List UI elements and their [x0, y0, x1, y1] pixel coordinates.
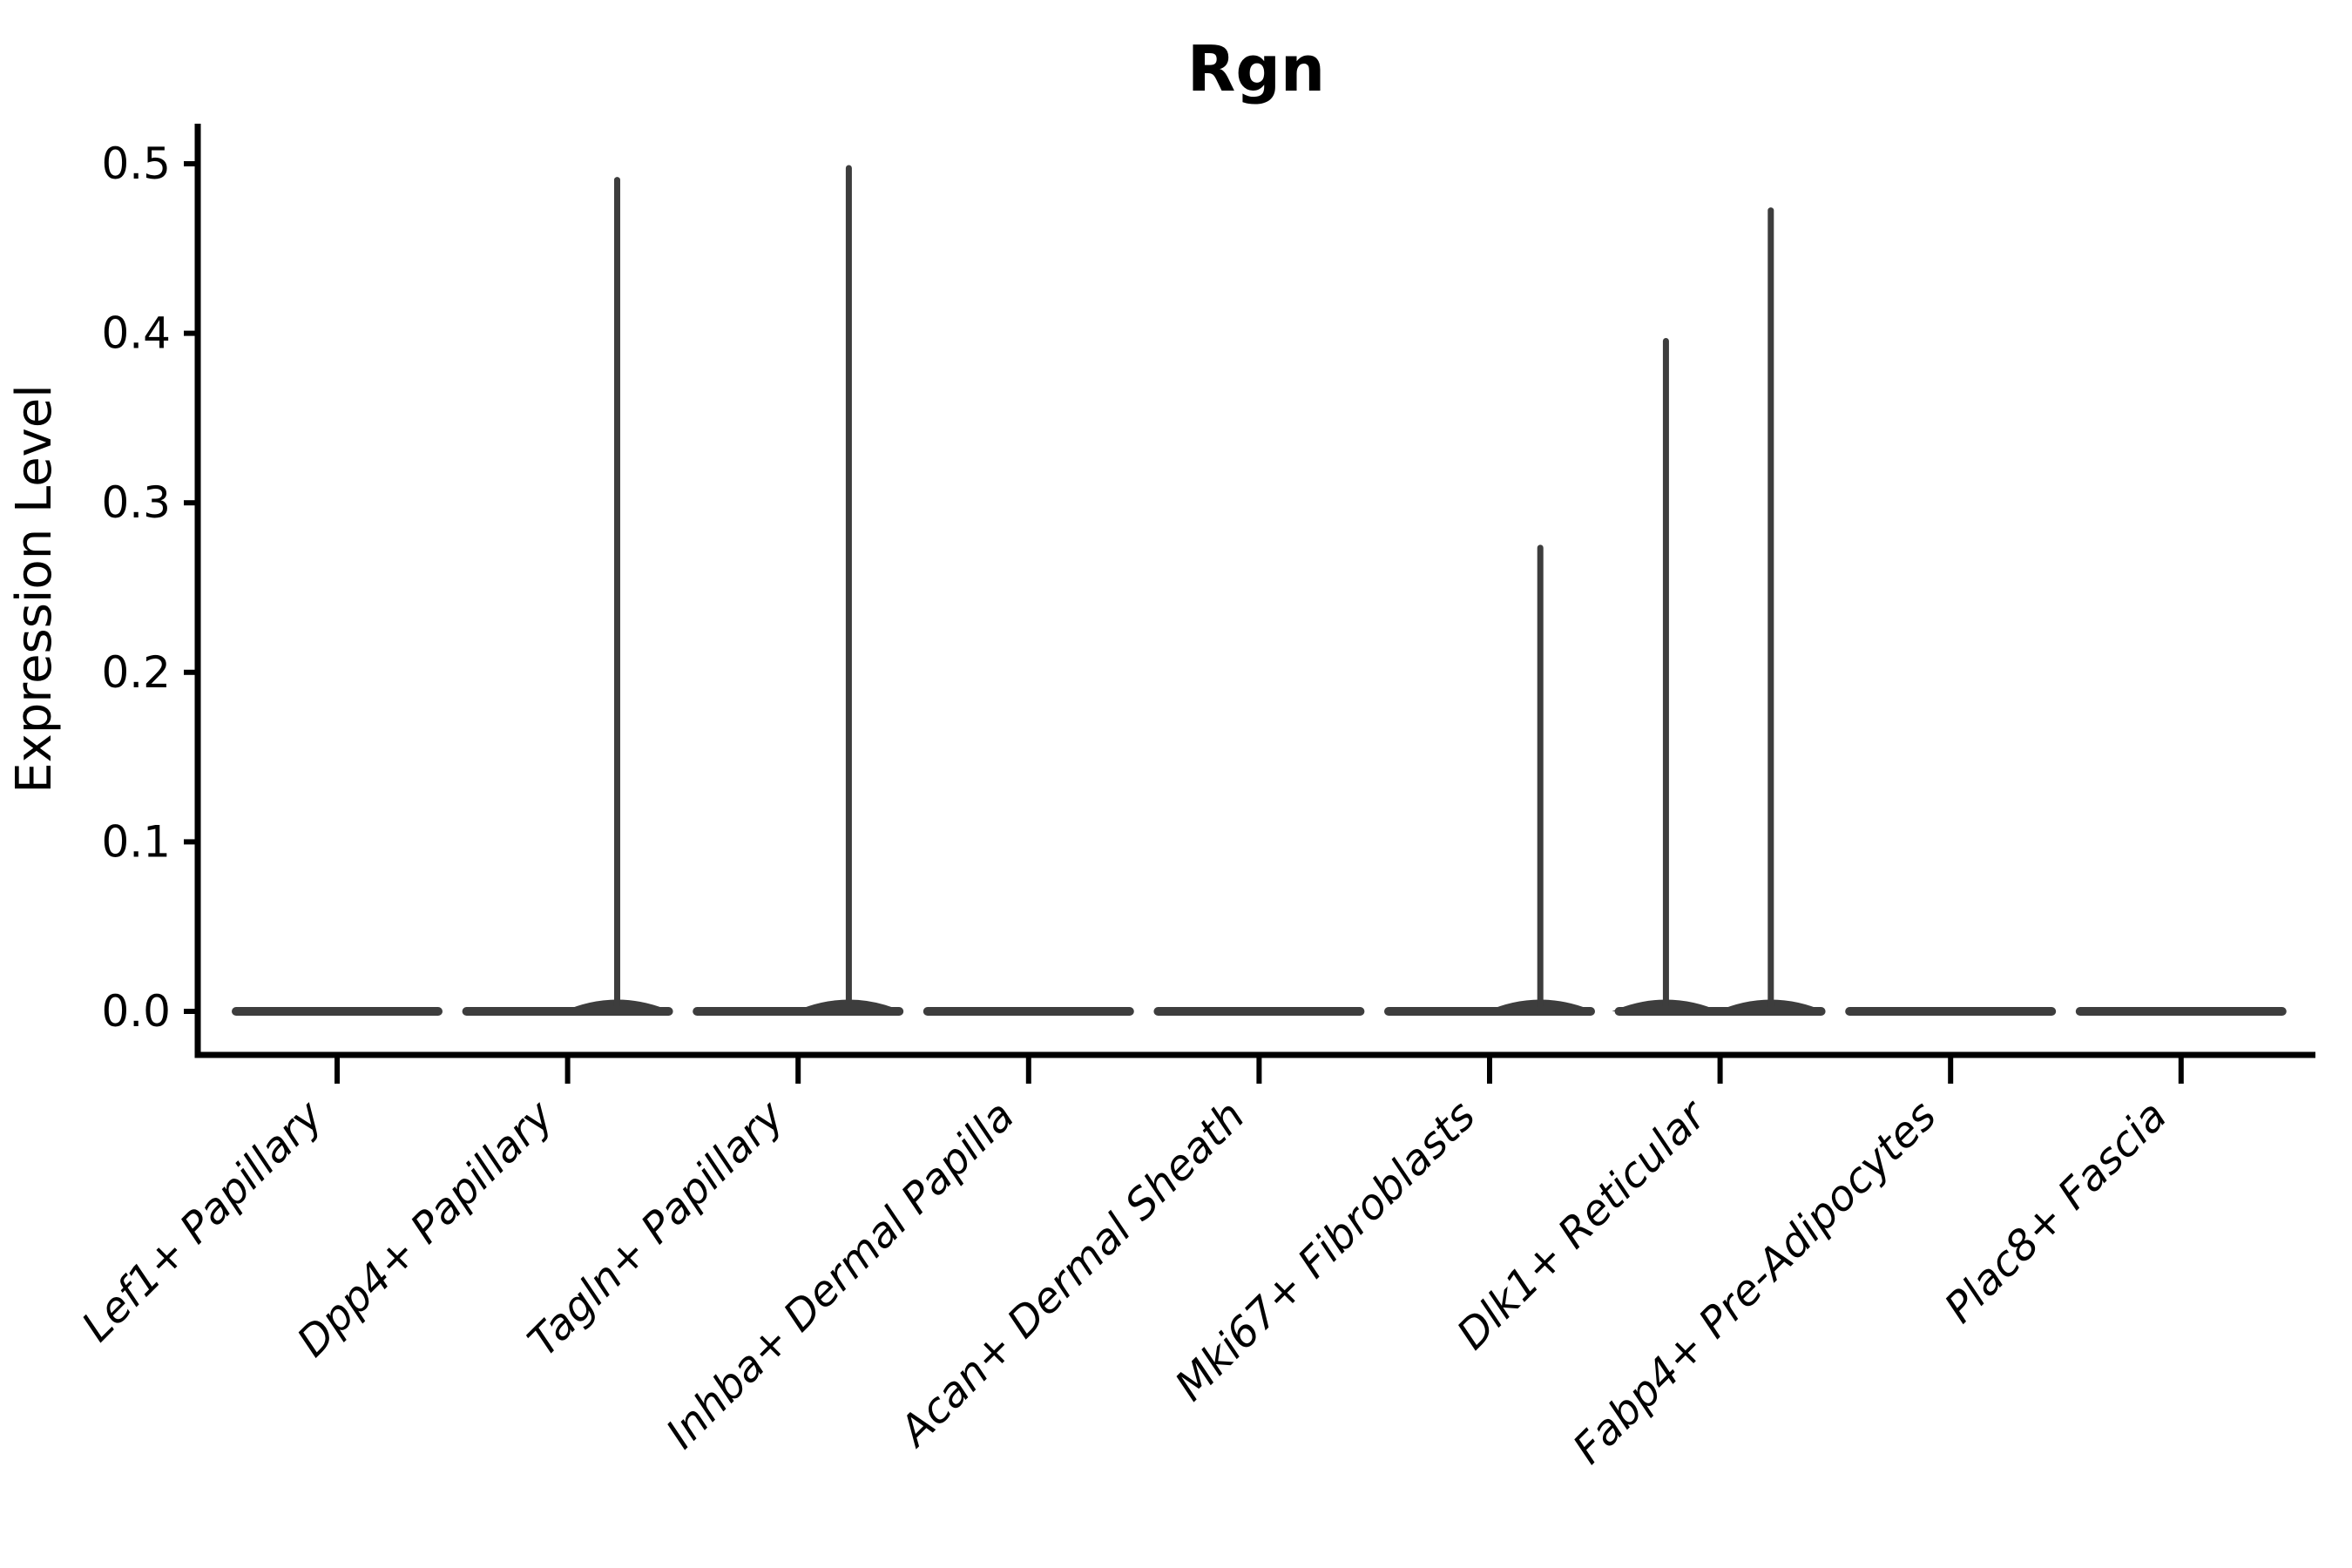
x-category-label: Dpp4+ Papillary [287, 1091, 563, 1366]
x-category-label: Dlk1+ Reticular [1448, 1090, 1718, 1360]
violin-body [2075, 1007, 2287, 1016]
plot-title: Rgn [1187, 32, 1325, 105]
x-category-label: Plac8+ Fascia [1936, 1092, 2177, 1333]
x-category-label: Lef1+ Papillary [72, 1091, 333, 1351]
violin-body [1384, 1007, 1595, 1016]
y-axis-label: Expression Level [6, 384, 63, 794]
violin-body [1614, 1007, 1826, 1016]
y-tick-label: 0.4 [101, 308, 171, 359]
x-category-label: Tagln+ Papillary [518, 1091, 794, 1366]
violin-body [923, 1007, 1134, 1016]
y-tick-label: 0.5 [101, 139, 171, 189]
y-tick-label: 0.2 [101, 647, 171, 698]
y-tick-label: 0.0 [101, 986, 171, 1037]
violin-body [462, 1007, 673, 1016]
violin-body [693, 1007, 904, 1016]
violin-body [1153, 1007, 1365, 1016]
violin-body [1845, 1007, 2057, 1016]
violin-body [232, 1007, 443, 1016]
y-tick-label: 0.1 [101, 816, 171, 867]
y-tick-label: 0.3 [101, 477, 171, 528]
x-category-label: Fabp4+ Pre-Adipocytes [1564, 1092, 1946, 1474]
